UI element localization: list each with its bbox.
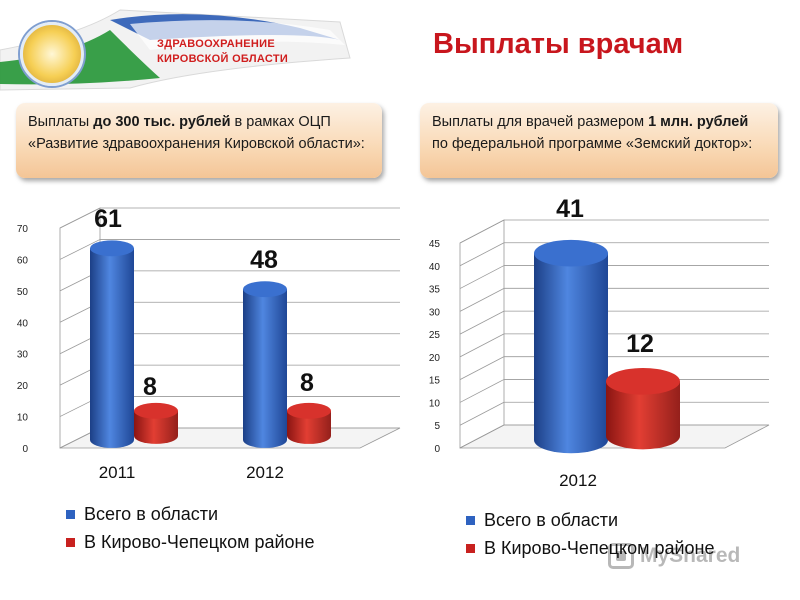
gridline-side (459, 265, 505, 289)
y-tick-label: 40 (17, 318, 29, 329)
callout-right-bold: 1 млн. рублей (648, 114, 749, 130)
logo-emblem-icon (20, 22, 84, 86)
x-category-label: 2012 (246, 463, 284, 482)
legend-right: Всего в области В Кирово-Чепецком районе (466, 506, 715, 562)
y-tick-label: 0 (434, 444, 440, 455)
data-label: 61 (94, 205, 122, 233)
page-title: Выплаты врачам (433, 28, 684, 60)
gridline-side (459, 401, 505, 426)
callout-left: Выплаты до 300 тыс. рублей в рамках ОЦП … (16, 103, 382, 178)
gridline-side (459, 219, 505, 244)
bar-body (534, 253, 608, 454)
gridline-side (459, 287, 505, 312)
data-label: 48 (250, 246, 278, 274)
bar-body (287, 410, 331, 444)
legend-item: Всего в области (66, 500, 315, 528)
bar-district-2012 (287, 402, 331, 444)
y-tick-label: 20 (17, 381, 29, 392)
bar-top (243, 281, 287, 298)
legend-label: В Кирово-Чепецком районе (84, 531, 315, 552)
legend-swatch-red (66, 537, 75, 547)
data-label: 12 (626, 330, 654, 358)
bar-total-2011 (90, 240, 134, 448)
gridline-side (459, 242, 505, 267)
chart-1: 0 10 20 30 40 50 60 70 61 8 2011 48 8 2012 (17, 205, 401, 482)
org-name-line1: ЗДРАВООХРАНЕНИЕ (157, 38, 276, 50)
legend-swatch-blue (66, 509, 75, 519)
legend-swatch-blue (466, 515, 475, 525)
y-tick-label: 50 (17, 287, 29, 298)
data-label: 8 (143, 373, 157, 401)
y-tick-label: 30 (429, 307, 441, 318)
y-tick-label: 20 (429, 353, 441, 364)
bar-body (606, 381, 680, 450)
gridline-side (459, 356, 505, 381)
bar-district-2011 (134, 402, 178, 444)
callout-right-text-2: по федеральной программе «Земский доктор… (432, 136, 753, 152)
y-tick-label: 70 (17, 224, 29, 235)
callout-left-text-1: Выплаты (28, 114, 94, 130)
watermark-text: MyShared (640, 544, 741, 567)
bar-total-2012 (534, 239, 608, 454)
y-tick-label: 10 (429, 398, 441, 409)
bar-top (606, 368, 680, 395)
gridline-side (459, 379, 505, 403)
x-category-label: 2011 (99, 463, 136, 482)
y-tick-label: 10 (17, 413, 29, 424)
gridline-side (459, 333, 505, 358)
y-tick-label: 60 (17, 255, 29, 266)
callout-left-bold: до 300 тыс. рублей (93, 114, 231, 130)
x-category-label: 2012 (559, 471, 597, 490)
bar-body (134, 410, 178, 444)
legend-label: В Кирово-Чепецком районе (484, 537, 715, 558)
watermark: MyShared (608, 538, 768, 574)
callout-right-text-1: Выплаты для врачей размером (432, 114, 649, 130)
data-label: 8 (300, 369, 314, 397)
y-tick-label: 25 (429, 330, 441, 341)
gridline-side (59, 207, 101, 229)
legend-item: Всего в области (466, 506, 715, 534)
gridline-side (59, 239, 101, 260)
legend-left: Всего в области В Кирово-Чепецком районе (66, 500, 315, 556)
callout-left-text-2: в рамках ОЦП «Развитие здравоохранения К… (28, 114, 365, 152)
data-label: 41 (556, 195, 584, 223)
y-tick-label: 5 (434, 421, 440, 432)
gridline-side (459, 424, 505, 449)
legend-item: В Кирово-Чепецком районе (66, 528, 315, 556)
bar-top (90, 240, 134, 257)
legend-label: Всего в области (484, 509, 619, 530)
header: ЗДРАВООХРАНЕНИЕ КИРОВСКОЙ ОБЛАСТИ Выплат… (0, 0, 800, 91)
bar-top (534, 239, 608, 267)
legend-item: В Кирово-Чепецком районе (466, 534, 715, 562)
bar-top (134, 402, 178, 419)
y-tick-label: 40 (429, 262, 441, 273)
y-tick-label: 15 (429, 376, 441, 387)
bar-body (243, 289, 287, 448)
callout-right: Выплаты для врачей размером 1 млн. рубле… (420, 103, 778, 178)
y-tick-label: 45 (429, 239, 441, 250)
bar-district-2012 (606, 368, 680, 450)
presentation-icon (608, 543, 634, 569)
bar-top (287, 402, 331, 419)
bar-body (90, 248, 134, 448)
legend-swatch-red (466, 543, 475, 553)
gridline-side (459, 310, 505, 335)
chart-2: 0 5 10 15 20 25 30 35 40 45 41 12 2012 (429, 195, 770, 490)
bar-total-2012 (243, 281, 287, 448)
legend-label: Всего в области (84, 503, 219, 524)
y-tick-label: 0 (22, 444, 28, 455)
y-tick-label: 35 (429, 285, 441, 296)
y-tick-label: 30 (17, 350, 29, 361)
org-name-line2: КИРОВСКОЙ ОБЛАСТИ (157, 53, 289, 65)
